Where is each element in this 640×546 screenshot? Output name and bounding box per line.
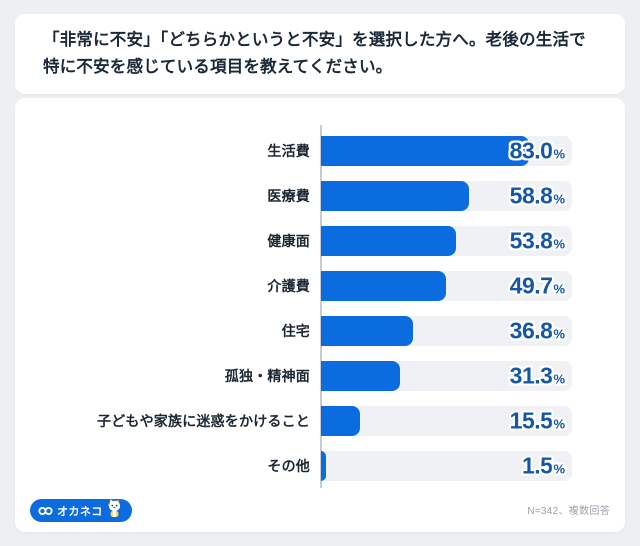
value-number: 1.5 <box>521 452 553 479</box>
bar-track: 58.8% <box>321 181 572 211</box>
value-label: 83.0% <box>509 137 565 164</box>
page-title: 「非常に不安」「どちらかというと不安」を選択した方へ。老後の生活で特に不安を感じ… <box>43 31 586 76</box>
okaneco-logo: オカネコ <box>30 499 132 522</box>
chart-row: 健康面 53.8% <box>15 226 625 256</box>
category-label: 健康面 <box>267 233 310 249</box>
value-unit: % <box>553 371 565 387</box>
bar <box>321 451 326 481</box>
category-label: 生活費 <box>267 143 310 159</box>
category-label: 住宅 <box>281 323 310 339</box>
chart-row: その他 1.5% <box>15 451 625 481</box>
question-card: 「非常に不安」「どちらかというと不安」を選択した方へ。老後の生活で特に不安を感じ… <box>15 14 625 94</box>
bar <box>321 226 457 256</box>
infinity-logo-icon <box>38 506 53 515</box>
value-unit: % <box>553 326 565 342</box>
bar-track: 83.0% <box>321 136 572 166</box>
axis-line <box>320 125 322 488</box>
bar <box>321 361 400 391</box>
value-label: 15.5% <box>509 407 565 434</box>
value-number: 58.8 <box>509 182 553 209</box>
bar <box>321 181 469 211</box>
value-unit: % <box>553 461 565 477</box>
value-label: 1.5% <box>521 452 565 479</box>
value-unit: % <box>553 236 565 252</box>
chart-row: 生活費 83.0% <box>15 136 625 166</box>
logo-text: オカネコ <box>57 505 103 518</box>
value-unit: % <box>553 146 565 162</box>
bar-track: 31.3% <box>321 361 572 391</box>
value-number: 53.8 <box>509 227 553 254</box>
value-label: 53.8% <box>509 227 565 254</box>
value-number: 31.3 <box>509 362 553 389</box>
chart-row: 孤独・精神面 31.3% <box>15 361 625 391</box>
cat-mascot-icon <box>107 499 120 517</box>
chart-row: 住宅 36.8% <box>15 316 625 346</box>
category-label: 子どもや家族に迷惑をかけること <box>97 413 310 429</box>
chart-row: 医療費 58.8% <box>15 181 625 211</box>
value-unit: % <box>553 281 565 297</box>
category-label: 介護費 <box>267 278 310 294</box>
bar-track: 49.7% <box>321 271 572 301</box>
sample-size-note: N=342、複数回答 <box>527 506 610 517</box>
value-label: 31.3% <box>509 362 565 389</box>
bar <box>321 271 446 301</box>
value-number: 15.5 <box>509 407 553 434</box>
value-number: 49.7 <box>509 272 553 299</box>
value-label: 58.8% <box>509 182 565 209</box>
value-unit: % <box>553 191 565 207</box>
category-label: 孤独・精神面 <box>224 368 310 384</box>
bar <box>321 406 360 436</box>
value-number: 36.8 <box>509 317 553 344</box>
bar <box>321 316 414 346</box>
bar-track: 36.8% <box>321 316 572 346</box>
bar <box>321 136 530 166</box>
chart-card: 生活費 83.0% 医療費 58.8% 健康面 53.8% 介護費 <box>15 98 625 532</box>
bar-track: 53.8% <box>321 226 572 256</box>
bar-track: 1.5% <box>321 451 572 481</box>
bar-track: 15.5% <box>321 406 572 436</box>
value-label: 36.8% <box>509 317 565 344</box>
chart-row: 子どもや家族に迷惑をかけること 15.5% <box>15 406 625 436</box>
value-number: 83.0 <box>509 137 553 164</box>
chart-row: 介護費 49.7% <box>15 271 625 301</box>
value-unit: % <box>553 416 565 432</box>
category-label: 医療費 <box>267 188 310 204</box>
value-label: 49.7% <box>509 272 565 299</box>
chart-rows: 生活費 83.0% 医療費 58.8% 健康面 53.8% 介護費 <box>15 136 625 496</box>
category-label: その他 <box>267 458 310 474</box>
